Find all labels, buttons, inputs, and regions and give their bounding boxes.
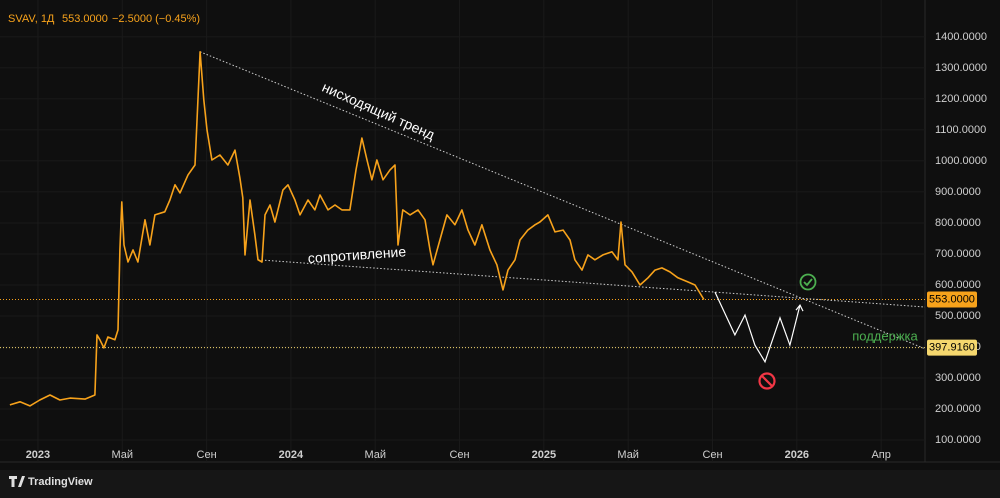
x-tick-label: 2024 — [279, 449, 304, 461]
y-tick-label: 900.0000 — [935, 186, 981, 198]
plot — [0, 0, 926, 462]
y-tick-label: 1400.0000 — [935, 31, 987, 43]
close: 553.0000 — [62, 13, 108, 25]
price-label: 397.9160 — [929, 342, 975, 354]
footer-text: TradingView — [28, 476, 93, 488]
y-tick-label: 500.0000 — [935, 310, 981, 322]
x-tick-label: Сен — [449, 449, 469, 461]
x-tick-label: Май — [617, 449, 639, 461]
x-tick-label: 2023 — [26, 449, 50, 461]
y-tick-label: 1000.0000 — [935, 155, 987, 167]
price-line-series — [9, 51, 705, 407]
arrow-head — [795, 303, 804, 312]
y-tick-label: 700.0000 — [935, 248, 981, 260]
y-tick-label: 200.0000 — [935, 403, 981, 415]
x-tick-label: Апр — [871, 449, 890, 461]
x-tick-label: 2025 — [532, 449, 556, 461]
logo: TradingView — [9, 476, 93, 488]
price-label-box — [927, 339, 977, 356]
price-label-box — [927, 291, 977, 308]
check-icon — [799, 273, 817, 291]
y-tick-label: 300.0000 — [935, 372, 981, 384]
x-tick-label: 2026 — [785, 449, 809, 461]
y-tick-label: 100.0000 — [935, 434, 981, 446]
y-tick-label: 600.0000 — [935, 279, 981, 291]
annotation: поддержка — [852, 328, 918, 343]
x-tick-label: Сен — [702, 449, 722, 461]
trendline — [257, 259, 926, 308]
x-tick-label: Май — [111, 449, 133, 461]
annotation: нисходящий тренд — [320, 79, 438, 143]
x-tick-label: Май — [364, 449, 386, 461]
stop-icon — [758, 372, 776, 390]
x-tick-label: Сен — [197, 449, 217, 461]
price-label: 553.0000 — [929, 293, 975, 305]
y-tick-label: 1100.0000 — [935, 124, 986, 136]
annotation: сопротивление — [307, 243, 407, 266]
y-tick-label: 800.0000 — [935, 217, 981, 229]
footer-bar — [0, 470, 1000, 498]
symbol: SVAV, 1Д — [8, 13, 55, 25]
trendline — [199, 51, 926, 350]
y-tick-label: 1300.0000 — [935, 62, 987, 74]
y-tick-label: 1200.0000 — [935, 93, 987, 105]
change: −2.5000 (−0.45%) — [112, 13, 200, 25]
projection — [714, 291, 801, 364]
